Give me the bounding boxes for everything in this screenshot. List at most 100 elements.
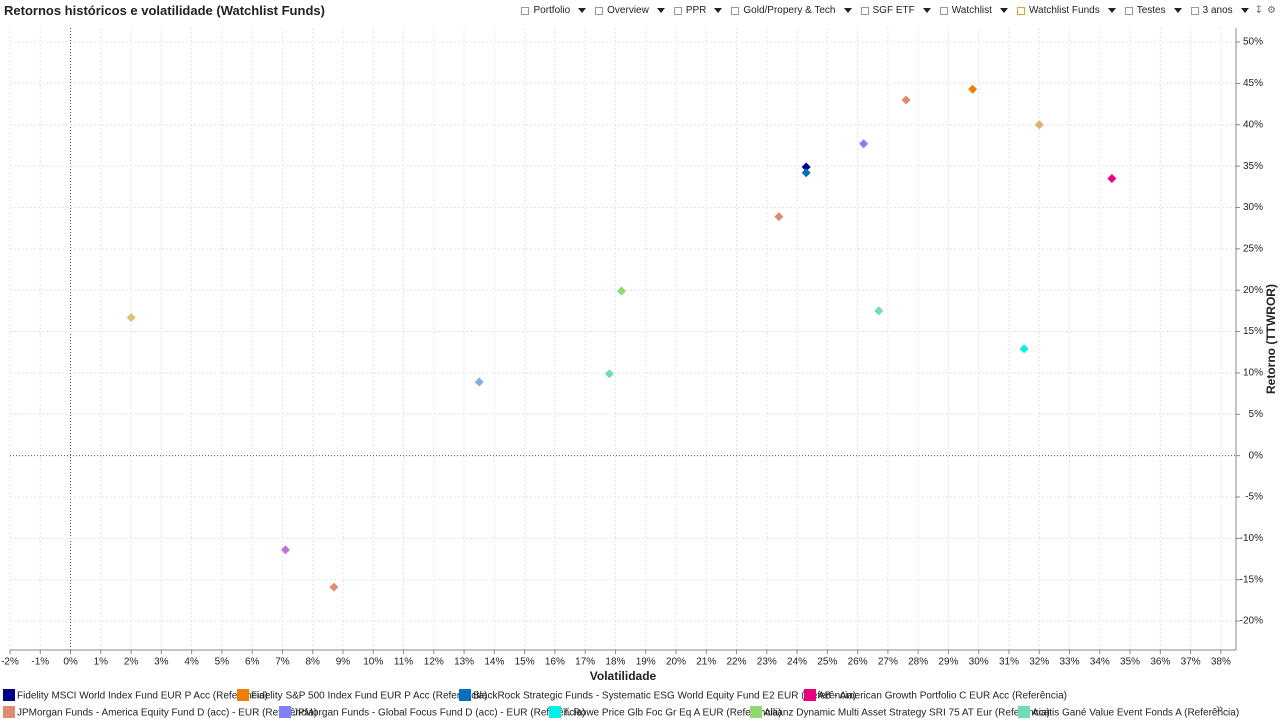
x-tick-label: 6% bbox=[245, 657, 260, 668]
y-tick-label: 0% bbox=[1249, 450, 1264, 461]
period-selector[interactable]: 3 anos bbox=[1190, 5, 1249, 16]
tab-label: Portfolio bbox=[533, 5, 571, 16]
x-tick-label: 22% bbox=[727, 657, 747, 668]
point bbox=[1107, 174, 1117, 184]
x-tick-label: 4% bbox=[184, 657, 199, 668]
period-checkbox bbox=[1190, 6, 1199, 15]
tab-checkbox bbox=[595, 6, 604, 15]
settings-icon[interactable]: ⚙ bbox=[1267, 5, 1276, 16]
export-icon[interactable]: ↧ bbox=[1254, 5, 1264, 16]
point bbox=[616, 286, 626, 296]
toolbar-tab[interactable]: Portfolio bbox=[521, 5, 587, 16]
x-axis-title: Volatilidade bbox=[590, 669, 657, 683]
legend-label: BlackRock Strategic Funds - Systematic E… bbox=[473, 691, 856, 702]
x-tick-label: 23% bbox=[757, 657, 777, 668]
x-tick-label: 16% bbox=[545, 657, 565, 668]
y-tick-label: -10% bbox=[1240, 533, 1263, 544]
x-tick-label: 34% bbox=[1090, 657, 1110, 668]
legend-label: Fidelity MSCI World Index Fund EUR P Acc… bbox=[17, 691, 268, 702]
legend-swatch bbox=[750, 706, 762, 718]
tab-dropdown bbox=[843, 8, 852, 13]
x-tick-label: 26% bbox=[848, 657, 868, 668]
x-tick-label: 0% bbox=[63, 657, 78, 668]
toolbar-tab[interactable]: Watchlist bbox=[939, 5, 1008, 16]
legend-item[interactable]: BlackRock Strategic Funds - Systematic E… bbox=[459, 689, 856, 702]
toolbar-tab[interactable]: Watchlist Funds bbox=[1016, 5, 1116, 16]
x-tick-label: -2% bbox=[1, 657, 19, 668]
y-tick-label: 20% bbox=[1243, 285, 1263, 296]
x-tick-label: 17% bbox=[575, 657, 595, 668]
x-tick-label: 5% bbox=[215, 657, 230, 668]
point bbox=[280, 545, 290, 555]
tab-checkbox bbox=[1016, 6, 1025, 15]
y-tick-label: 35% bbox=[1243, 161, 1263, 172]
x-tick-label: 10% bbox=[363, 657, 383, 668]
legend-item[interactable]: JPMorgan Funds - America Equity Fund D (… bbox=[3, 706, 317, 719]
x-tick-label: 33% bbox=[1059, 657, 1079, 668]
y-tick-label: 5% bbox=[1249, 409, 1264, 420]
x-tick-label: 18% bbox=[605, 657, 625, 668]
tab-checkbox bbox=[731, 6, 740, 15]
legend-label: JPMorgan Funds - Global Focus Fund D (ac… bbox=[293, 708, 585, 719]
tab-checkbox bbox=[1124, 6, 1133, 15]
tab-checkbox bbox=[673, 6, 682, 15]
legend-label: T. Rowe Price Glb Foc Gr Eq A EUR (Refer… bbox=[563, 708, 781, 719]
legend-item[interactable]: AB - American Growth Portfolio C EUR Acc… bbox=[804, 689, 1067, 702]
y-tick-label: 30% bbox=[1243, 202, 1263, 213]
legend-more[interactable]: » bbox=[1216, 700, 1223, 715]
x-tick-label: 8% bbox=[305, 657, 320, 668]
y-tick-label: -15% bbox=[1240, 574, 1263, 585]
toolbar-tab[interactable]: Overview bbox=[595, 5, 665, 16]
x-tick-label: 20% bbox=[666, 657, 686, 668]
point bbox=[474, 377, 484, 387]
legend-item[interactable]: JPMorgan Funds - Global Focus Fund D (ac… bbox=[279, 706, 585, 719]
x-tick-label: 28% bbox=[908, 657, 928, 668]
legend-item[interactable]: T. Rowe Price Glb Foc Gr Eq A EUR (Refer… bbox=[549, 706, 781, 719]
point bbox=[126, 312, 136, 322]
tab-label: Watchlist Funds bbox=[1028, 5, 1100, 16]
legend-item[interactable]: Fidelity S&P 500 Index Fund EUR P Acc (R… bbox=[237, 689, 487, 702]
tab-label: Overview bbox=[607, 5, 649, 16]
x-tick-label: 27% bbox=[878, 657, 898, 668]
legend-label: Fidelity S&P 500 Index Fund EUR P Acc (R… bbox=[251, 691, 487, 702]
legend-label: Acatis Gané Value Event Fonds A (Referên… bbox=[1032, 708, 1239, 719]
legend-item[interactable]: Allianz Dynamic Multi Asset Strategy SRI… bbox=[750, 706, 1050, 719]
point bbox=[874, 306, 884, 316]
toolbar: Portfolio Overview PPR Gold/Propery & Tech S… bbox=[512, 5, 1276, 16]
x-tick-label: 9% bbox=[336, 657, 351, 668]
point bbox=[801, 168, 811, 178]
legend-label: JPMorgan Funds - America Equity Fund D (… bbox=[17, 708, 317, 719]
point bbox=[329, 582, 339, 592]
y-tick-label: 40% bbox=[1243, 119, 1263, 130]
x-tick-label: 1% bbox=[94, 657, 109, 668]
x-tick-label: 7% bbox=[275, 657, 290, 668]
toolbar-tab[interactable]: SGF ETF bbox=[860, 5, 931, 16]
x-tick-label: 11% bbox=[394, 657, 413, 668]
tab-dropdown bbox=[999, 8, 1008, 13]
legend-swatch bbox=[3, 706, 15, 718]
legend-item[interactable]: Acatis Gané Value Event Fonds A (Referên… bbox=[1018, 706, 1239, 719]
legend-swatch bbox=[1018, 706, 1030, 718]
toolbar-tab[interactable]: Testes bbox=[1124, 5, 1182, 16]
y-tick-label: 45% bbox=[1243, 78, 1263, 89]
point bbox=[801, 162, 811, 172]
y-tick-label: -20% bbox=[1240, 616, 1263, 627]
toolbar-tab[interactable]: PPR bbox=[673, 5, 723, 16]
period-label: 3 anos bbox=[1202, 5, 1233, 16]
legend-swatch bbox=[279, 706, 291, 718]
point bbox=[901, 95, 911, 105]
point bbox=[968, 84, 978, 94]
y-tick-label: 25% bbox=[1243, 243, 1263, 254]
legend-swatch bbox=[237, 689, 249, 701]
toolbar-tab[interactable]: Gold/Propery & Tech bbox=[731, 5, 852, 16]
y-tick-label: 10% bbox=[1243, 368, 1263, 379]
legend-item[interactable]: Fidelity MSCI World Index Fund EUR P Acc… bbox=[3, 689, 268, 702]
tab-dropdown bbox=[578, 8, 587, 13]
point bbox=[774, 212, 784, 222]
x-tick-label: 14% bbox=[484, 657, 504, 668]
y-axis-title: Retorno (TTWROR) bbox=[1264, 284, 1278, 394]
x-tick-label: 31% bbox=[999, 657, 1019, 668]
point bbox=[1019, 344, 1029, 354]
legend-swatch bbox=[549, 706, 561, 718]
